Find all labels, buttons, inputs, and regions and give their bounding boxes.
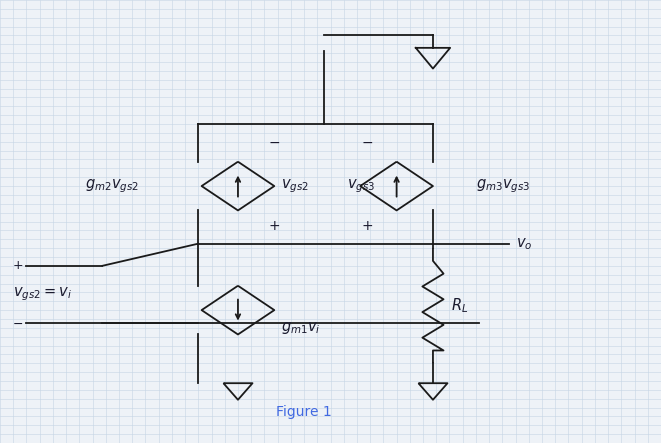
Text: $v_{gs3}$: $v_{gs3}$ — [347, 177, 375, 195]
Text: $v_{gs2}$: $v_{gs2}$ — [281, 177, 309, 195]
Text: $+$: $+$ — [12, 259, 23, 272]
Text: $-$: $-$ — [268, 135, 280, 149]
Text: $g_{m3}v_{gs3}$: $g_{m3}v_{gs3}$ — [476, 177, 530, 195]
Text: $g_{m1}v_i$: $g_{m1}v_i$ — [281, 320, 321, 336]
Text: $+$: $+$ — [361, 219, 373, 233]
Text: $-$: $-$ — [12, 317, 23, 330]
Text: $+$: $+$ — [268, 219, 280, 233]
Text: $-$: $-$ — [361, 135, 373, 149]
Text: $v_{gs2} = v_i$: $v_{gs2} = v_i$ — [13, 286, 72, 303]
Text: $R_L$: $R_L$ — [451, 296, 469, 315]
Text: $g_{m2}v_{gs2}$: $g_{m2}v_{gs2}$ — [85, 177, 139, 195]
Text: Figure 1: Figure 1 — [276, 405, 332, 419]
Text: $v_o$: $v_o$ — [516, 236, 532, 252]
